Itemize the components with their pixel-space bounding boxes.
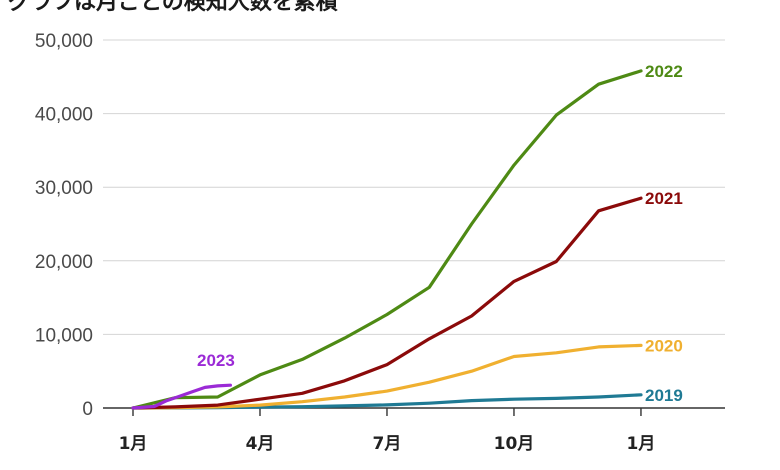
series-line-2023 — [131, 383, 232, 410]
y-axis: 0 10,000 20,000 30,000 40,000 50,000 — [35, 31, 93, 420]
y-tick-label: 40,000 — [35, 105, 93, 126]
series-line-2020 — [131, 343, 643, 410]
series-label-2022: 2022 — [645, 62, 683, 81]
y-tick-label: 0 — [82, 399, 93, 420]
gridlines — [103, 39, 725, 409]
y-tick-label: 30,000 — [35, 178, 93, 199]
series-labels: 2019 2020 2021 2022 2023 — [197, 62, 683, 405]
chart-title: グラフは月ごとの検知人数を累積 — [8, 0, 339, 15]
series-line-2022 — [131, 69, 643, 410]
series-label-2023: 2023 — [197, 351, 235, 370]
series-label-2020: 2020 — [645, 336, 683, 355]
series-label-2021: 2021 — [645, 189, 683, 208]
y-tick-label: 20,000 — [35, 252, 93, 273]
x-tick-label: 7月 — [373, 434, 402, 454]
x-axis: 1月 4月 7月 10月 1月 — [119, 408, 656, 454]
series-line-2021 — [131, 196, 643, 410]
series-lines — [131, 69, 643, 410]
series-label-2019: 2019 — [645, 386, 683, 405]
y-tick-label: 10,000 — [35, 325, 93, 346]
y-tick-label: 50,000 — [35, 31, 93, 52]
x-tick-label: 1月 — [119, 434, 148, 454]
x-tick-label: 10月 — [494, 434, 535, 454]
x-tick-label: 4月 — [246, 434, 275, 454]
x-tick-label: 1月 — [627, 434, 656, 454]
